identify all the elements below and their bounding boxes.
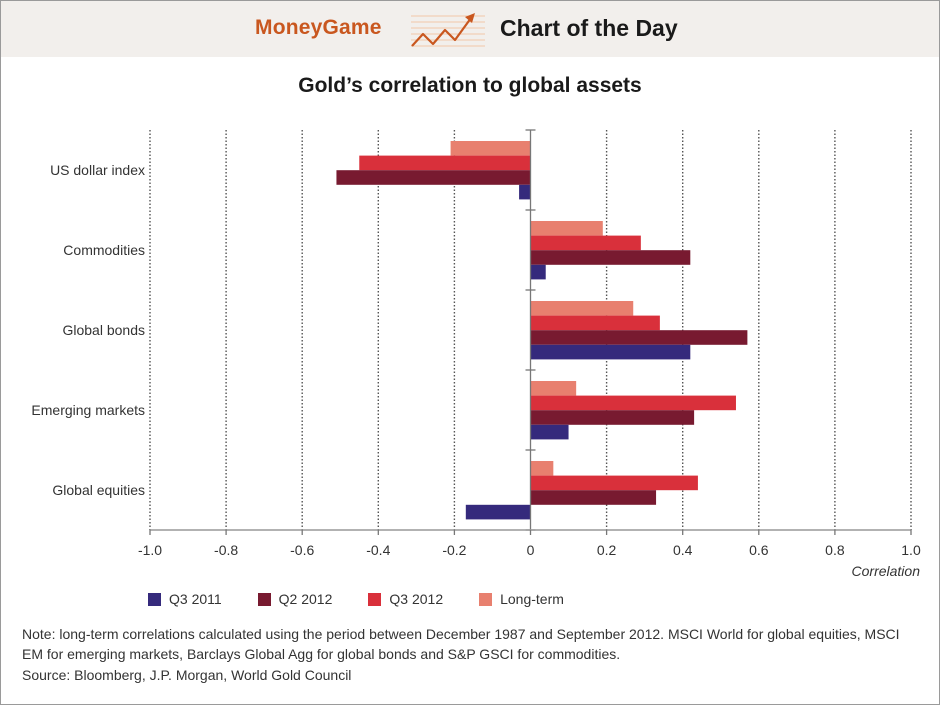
x-tick-label: -0.6: [290, 542, 314, 558]
bar-q2-2012: [530, 490, 657, 505]
legend-label: Q2 2012: [278, 591, 333, 607]
bar-q3-2011: [530, 344, 691, 360]
x-tick-label: 0: [527, 542, 535, 558]
legend-swatch: [368, 592, 382, 606]
bar-q2-2012: [336, 170, 531, 185]
brand-name: MoneyGame: [255, 16, 382, 39]
bar-q3-2012: [530, 235, 641, 251]
x-tick-label: 0.2: [597, 542, 617, 558]
bar-long-term: [530, 301, 634, 316]
bar-q2-2012: [530, 410, 695, 425]
bar-q3-2011: [465, 504, 531, 520]
legend: Q3 2011 Q2 2012 Q3 2012 Long-term: [148, 591, 600, 607]
x-tick-label: 1.0: [901, 542, 921, 558]
bar-q3-2012: [359, 155, 531, 171]
legend-item-q2-2012: Q2 2012: [257, 591, 333, 607]
legend-item-q3-2011: Q3 2011: [148, 591, 222, 607]
bar-q3-2012: [530, 395, 736, 411]
legend-swatch: [148, 592, 161, 606]
bar-q2-2012: [530, 250, 691, 265]
x-axis-label: Correlation: [852, 563, 921, 579]
x-tick-label: -0.2: [442, 542, 466, 558]
bar-q3-2011: [530, 264, 546, 280]
x-tick-label: -0.4: [366, 542, 390, 558]
category-label: Global equities: [52, 482, 145, 498]
source-note: Source: Bloomberg, J.P. Morgan, World Go…: [22, 667, 352, 683]
category-label: US dollar index: [50, 162, 145, 178]
bar-long-term: [530, 381, 577, 396]
bar-q3-2012: [530, 475, 698, 491]
legend-label: Q3 2011: [169, 591, 222, 607]
bar-q2-2012: [530, 330, 748, 345]
bar-q3-2011: [519, 184, 531, 200]
bar-q3-2011: [530, 424, 569, 440]
section-title: Chart of the Day: [500, 15, 678, 41]
chart-title: Gold’s correlation to global assets: [298, 74, 642, 97]
legend-label: Long-term: [500, 591, 564, 607]
category-label: Global bonds: [62, 322, 145, 338]
bar-q3-2012: [530, 315, 660, 331]
legend-label: Q3 2012: [389, 591, 444, 607]
legend-swatch: [479, 592, 493, 606]
x-tick-label: -1.0: [138, 542, 162, 558]
legend-item-long-term: Long-term: [479, 591, 564, 607]
footnote: Note: long-term correlations calculated …: [22, 626, 900, 662]
x-tick-label: 0.8: [825, 542, 845, 558]
bar-long-term: [530, 221, 603, 236]
x-tick-label: -0.8: [214, 542, 238, 558]
category-label: Emerging markets: [31, 402, 145, 418]
legend-swatch: [257, 592, 271, 606]
rising-line-chart-icon: [411, 13, 485, 47]
header-banner: MoneyGame Chart of the Day: [1, 1, 939, 57]
legend-item-q3-2012: Q3 2012: [368, 591, 443, 607]
x-tick-label: 0.6: [749, 542, 769, 558]
category-label: Commodities: [63, 242, 145, 258]
x-tick-label: 0.4: [673, 542, 693, 558]
bar-long-term: [530, 461, 554, 476]
bar-long-term: [450, 141, 531, 156]
